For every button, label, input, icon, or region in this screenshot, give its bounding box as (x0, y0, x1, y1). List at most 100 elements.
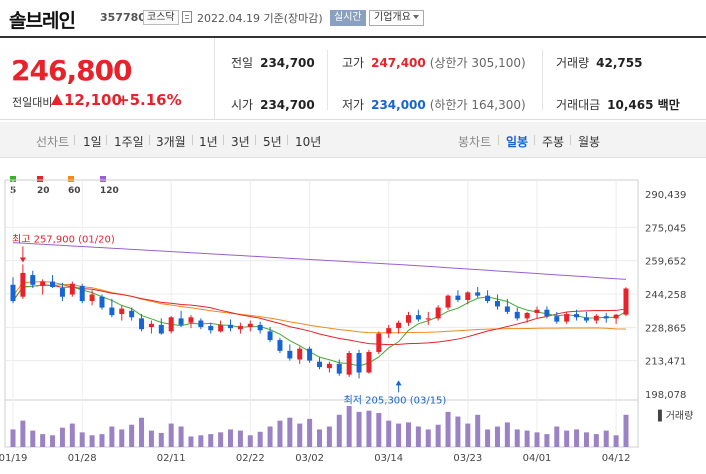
ma120-line (12, 242, 627, 280)
tab-1y[interactable]: 1년 (199, 135, 218, 149)
tab-1d[interactable]: 1일 (83, 135, 102, 149)
tab-daily[interactable]: 일봉 (506, 135, 529, 149)
ma20-line (12, 284, 627, 346)
volume-bar (574, 429, 580, 447)
current-price: 246,800 (11, 54, 133, 87)
change-value: 12,100 (64, 91, 122, 109)
candle-body (218, 324, 224, 332)
volume-bar (178, 426, 184, 447)
y-tick-label: 244,258 (645, 290, 686, 301)
volume-bar (89, 435, 95, 447)
volume-bar (317, 429, 322, 447)
price-chart[interactable]: 290,439 275,045 259,652 244,258 228,865 213,4… (0, 176, 706, 474)
candle-body (425, 318, 431, 320)
volume-bar (10, 429, 16, 447)
company-overview-label: 기업개요 (374, 12, 411, 23)
candle-body (228, 324, 234, 329)
realtime-button[interactable]: 실시간 (330, 10, 366, 26)
prev-close-value: 234,700 (260, 56, 315, 70)
volume-bar (30, 430, 36, 447)
stat-open: 시가 234,700 (231, 96, 315, 113)
volume-bar (158, 432, 164, 447)
candle-body (455, 295, 461, 300)
high-label: 고가 (342, 56, 365, 70)
candle-body (485, 295, 491, 302)
volume-bar (188, 436, 194, 447)
tab-divider (149, 135, 150, 145)
market-badge: 코스닥 (143, 10, 179, 25)
tab-5y[interactable]: 5년 (263, 135, 282, 149)
candle-body (287, 350, 293, 359)
candle-body (494, 301, 500, 307)
candle-body (386, 328, 392, 334)
candle-body (247, 323, 253, 328)
volume-bar (425, 429, 431, 447)
document-icon (182, 11, 192, 23)
candle-body (574, 314, 580, 318)
y-tick-label: 228,865 (645, 323, 686, 334)
low-value: 234,000 (371, 98, 426, 112)
volume-bar (277, 420, 283, 447)
volume-panel-label: ▌거래량 (657, 409, 693, 422)
candle-body (99, 296, 105, 308)
legend-swatch (100, 176, 106, 182)
volume-bar (148, 430, 154, 447)
candle-body (139, 318, 145, 330)
volume-bar (554, 426, 560, 447)
candle-body (317, 361, 322, 368)
volume-bar (257, 431, 263, 447)
volume-bar (267, 426, 273, 447)
y-tick-label: 213,471 (645, 357, 686, 368)
stock-code: 357780 (100, 11, 146, 24)
candle-body (544, 309, 550, 317)
volume-bar (119, 429, 125, 447)
tab-10y[interactable]: 10년 (295, 135, 322, 149)
stat-high: 고가 247,400 (상한가 305,100) (342, 54, 526, 71)
candle-body (148, 323, 154, 328)
volume-bar (593, 434, 599, 447)
y-tick-label: 198,078 (645, 390, 686, 401)
candle-body (405, 315, 411, 323)
stock-name: 솔브레인 (9, 10, 76, 32)
tab-1w[interactable]: 1주일 (114, 135, 144, 149)
tab-divider (287, 135, 288, 145)
volume-bar (139, 417, 145, 447)
candle-body (69, 283, 75, 295)
candle-body (504, 306, 510, 312)
low-annotation: 최저 205,300 (03/15) (344, 394, 447, 406)
tab-3m[interactable]: 3개월 (156, 135, 186, 149)
volume-bar (396, 423, 402, 447)
open-label: 시가 (231, 98, 254, 112)
volume-bar (376, 413, 382, 447)
volume-bar (435, 424, 441, 447)
candle-body (267, 331, 273, 341)
ma5-line (12, 284, 627, 367)
divider (542, 50, 543, 110)
price-box: 246,800 전일대비 12,100 +5.16% (0, 38, 215, 120)
company-overview-button[interactable]: 기업개요 (369, 10, 424, 26)
candle-body (59, 288, 65, 297)
candle-body (623, 288, 629, 315)
tab-weekly[interactable]: 주봉 (542, 135, 565, 149)
tab-divider (534, 135, 535, 145)
candle-body (208, 325, 214, 331)
volume-bar (494, 426, 500, 447)
candle-body (79, 285, 85, 302)
tab-divider (192, 135, 193, 145)
volume-bar (603, 430, 609, 447)
candle-body (237, 325, 243, 330)
tab-line-chart[interactable]: 선차트 (36, 135, 70, 149)
candle-body (178, 318, 184, 325)
candle-body (326, 363, 332, 369)
price-summary: 246,800 전일대비 12,100 +5.16% 전일 234,700 고가 2… (0, 36, 706, 120)
candle-body (564, 314, 570, 322)
tab-3y[interactable]: 3년 (231, 135, 250, 149)
candle-body (475, 292, 481, 296)
candle-body (50, 281, 56, 287)
volume-bar (247, 435, 253, 447)
tab-monthly[interactable]: 월봉 (578, 135, 601, 149)
volume-bar (544, 434, 550, 447)
candle-body (534, 309, 540, 313)
tab-candle-chart[interactable]: 봉차트 (458, 135, 492, 149)
volume-bar (524, 430, 530, 447)
